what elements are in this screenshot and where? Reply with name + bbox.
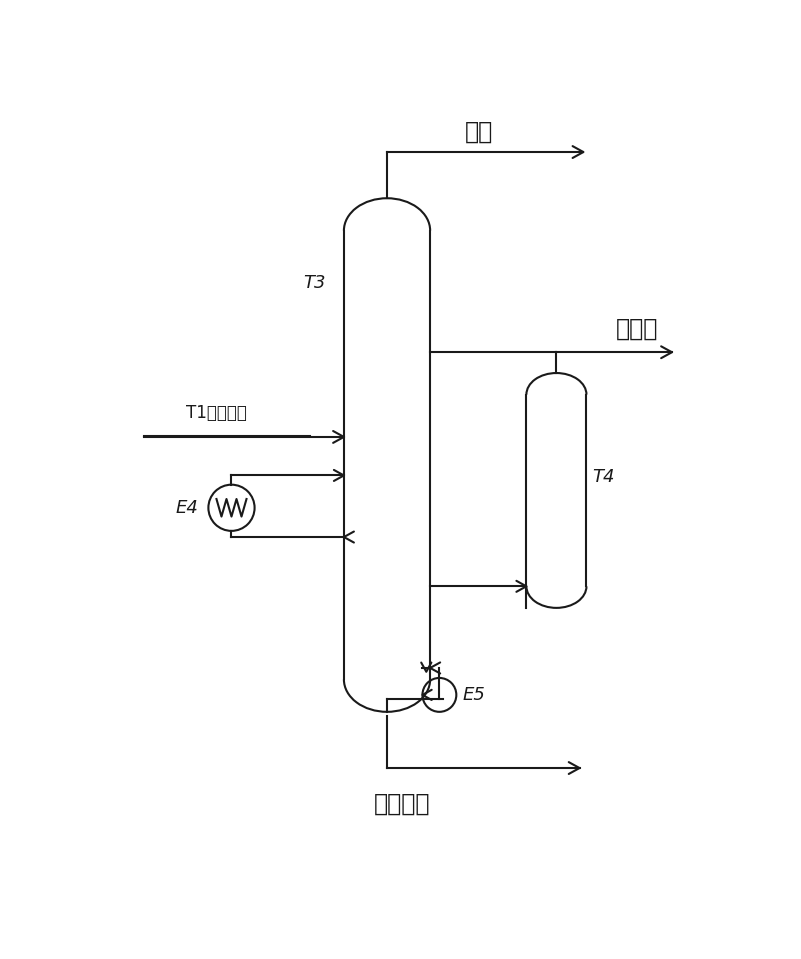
Text: 甲苯: 甲苯 (465, 120, 493, 144)
Text: T3: T3 (304, 274, 326, 292)
Text: 环己酮: 环己酮 (616, 317, 658, 341)
Text: E5: E5 (462, 686, 485, 704)
Text: 环己酮肿: 环己酮肿 (374, 792, 431, 816)
Text: T1塔釜物料: T1塔釜物料 (186, 404, 247, 422)
Text: T4: T4 (593, 468, 615, 486)
Text: E4: E4 (175, 499, 199, 517)
